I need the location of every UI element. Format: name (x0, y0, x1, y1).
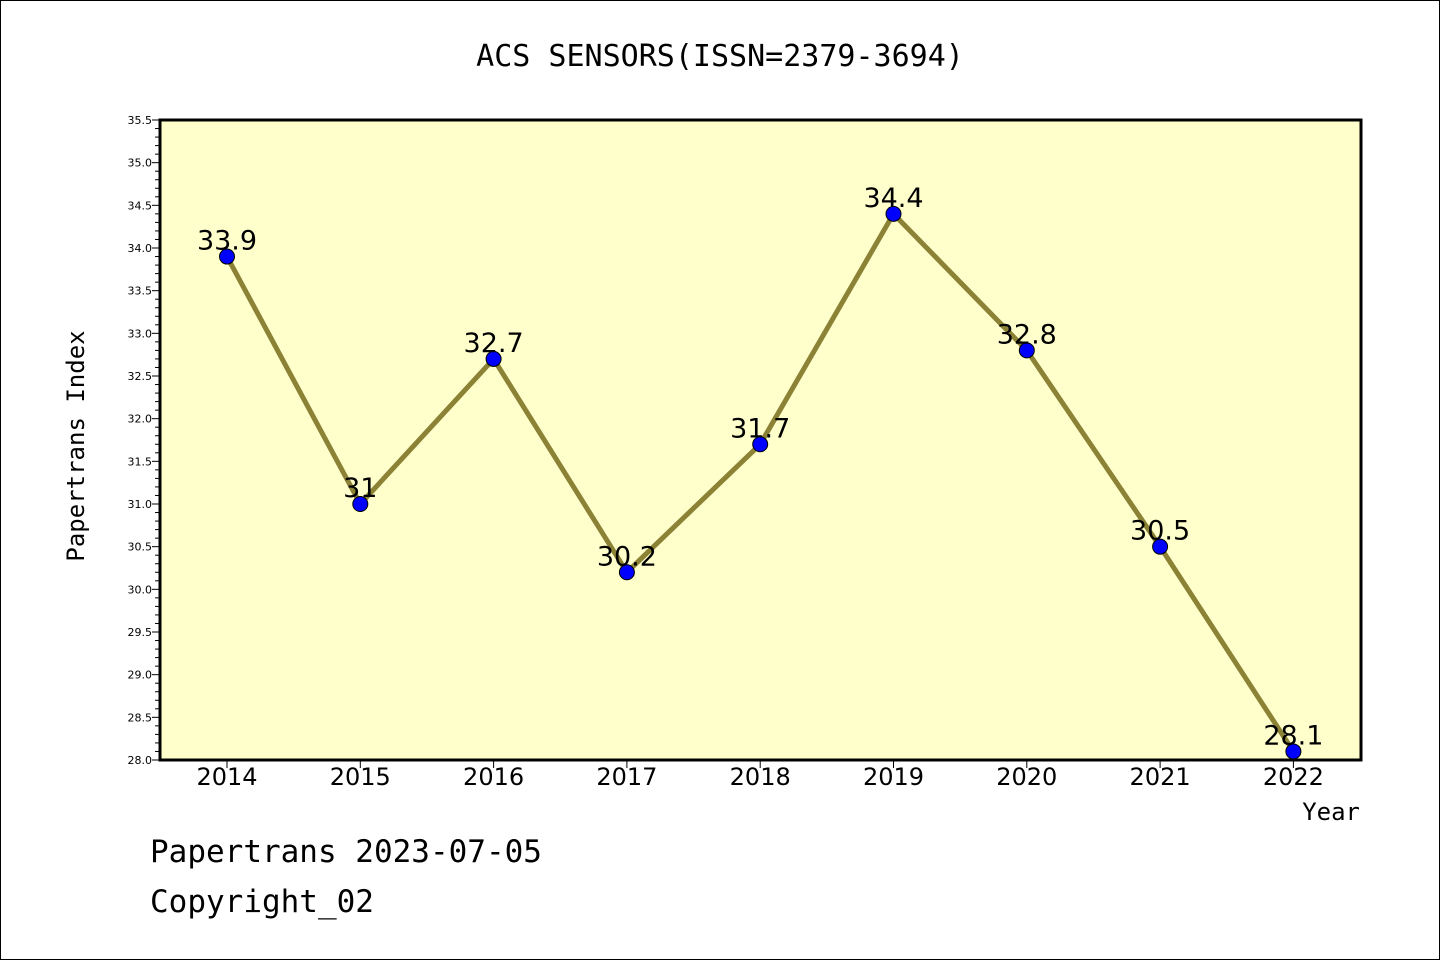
data-point (352, 496, 369, 512)
data-label: 30.2 (597, 541, 657, 572)
x-tick-label: 2016 (463, 763, 524, 791)
plot-border (158, 118, 1363, 762)
data-label: 31.7 (730, 413, 790, 444)
y-tick-label: 31.5 (128, 455, 153, 468)
y-tick-label: 34.5 (128, 199, 153, 212)
x-tick-label: 2017 (596, 763, 657, 791)
data-point (618, 564, 635, 581)
y-tick-label: 32.5 (128, 370, 153, 383)
x-tick-label: 2022 (1263, 763, 1324, 791)
x-tick-label: 2020 (996, 763, 1057, 791)
y-tick-label: 29.5 (128, 626, 153, 639)
data-point (1018, 342, 1035, 359)
y-tick-label: 28.5 (128, 711, 153, 724)
y-tick-label: 28.0 (128, 754, 153, 767)
y-tick-label: 29.0 (128, 669, 153, 682)
data-point (885, 205, 902, 222)
y-tick-label: 33.5 (128, 285, 153, 298)
y-tick-label: 33.0 (128, 327, 153, 340)
data-point (219, 248, 235, 265)
x-tick-label: 2021 (1130, 763, 1191, 791)
x-axis-ticks: 2014 2015 2016 2017 2018 2019 2020 2021 2022 (196, 760, 1324, 791)
data-point (485, 350, 502, 367)
x-tick-label: 2018 (730, 763, 791, 791)
data-label: 32.7 (464, 328, 524, 359)
y-tick-label: 34.0 (128, 242, 153, 255)
data-label: 28.1 (1263, 720, 1323, 751)
x-axis-label: Year (1302, 798, 1360, 826)
x-tick-label: 2014 (196, 763, 257, 791)
footer-copyright: Copyright_02 (150, 884, 374, 920)
data-label: 33.9 (197, 226, 257, 257)
x-tick-label: 2019 (863, 763, 924, 791)
series-group: 33.9 31 32.7 30.2 31.7 34.4 32.8 30.5 28.1 (197, 183, 1323, 760)
y-tick-label: 35.0 (128, 157, 153, 170)
y-tick-label: 30.0 (128, 583, 153, 596)
data-label: 31 (343, 473, 377, 504)
y-tick-label: 35.5 (128, 114, 153, 127)
y-tick-label: 31.0 (128, 498, 153, 511)
data-label: 32.8 (997, 319, 1057, 350)
data-point (752, 436, 769, 453)
y-tick-label: 32.0 (128, 413, 153, 426)
y-axis-label: Papertrans Index (62, 330, 90, 561)
x-tick-label: 2015 (330, 763, 391, 791)
y-axis-ticks: 28.0 28.5 29.0 29.5 30.0 30.5 31.0 31.5 32.0 32.5… (128, 114, 160, 767)
data-label: 34.4 (863, 183, 923, 214)
y-tick-label: 30.5 (128, 541, 153, 554)
footer-date: Papertrans 2023-07-05 (150, 834, 542, 870)
data-point (1152, 538, 1169, 555)
data-label: 30.5 (1130, 516, 1190, 547)
chart-title: ACS SENSORS(ISSN=2379-3694) (476, 39, 964, 74)
